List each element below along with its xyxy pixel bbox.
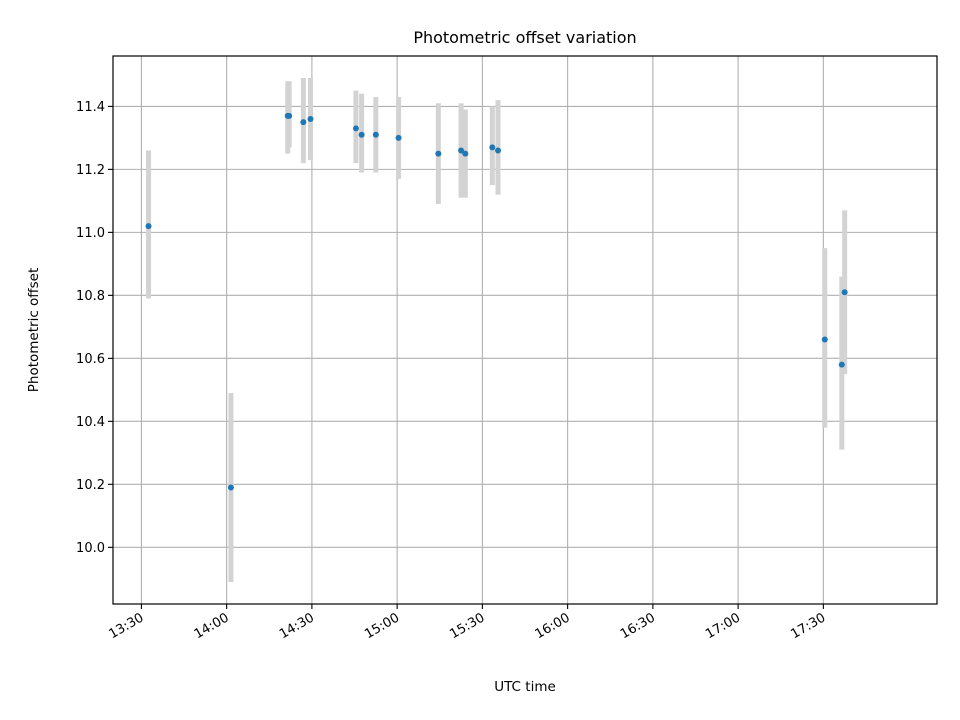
y-tick-label: 11.4 [76,100,105,115]
data-point [352,125,359,132]
y-tick-label: 10.6 [76,352,105,367]
data-point [435,150,442,157]
y-axis-ticks: 10.0 10.2 10.4 10.6 10.8 11.0 11.2 11.4 [76,100,113,556]
plot-area-background [113,56,937,604]
data-point [300,119,307,126]
data-point [358,131,365,138]
data-point [495,147,502,154]
chart-title: Photometric offset variation [413,28,636,47]
data-point [145,223,152,230]
y-tick-label: 10.8 [76,289,105,304]
data-point [307,115,314,122]
plot-frame [112,55,938,605]
y-tick-label: 10.2 [76,478,105,493]
data-points [145,112,848,491]
y-tick-label: 10.4 [76,415,105,430]
data-point [841,289,848,296]
y-axis-label: Photometric offset [26,268,42,392]
y-tick-label: 10.0 [76,541,105,556]
x-axis-label: UTC time [494,679,556,695]
data-point [821,336,828,343]
data-point [372,131,379,138]
data-point [395,134,402,141]
y-tick-label: 11.0 [76,226,105,241]
data-point [227,484,234,491]
data-point [458,147,465,154]
data-point [838,361,845,368]
y-tick-label: 11.2 [76,163,105,178]
data-point [489,144,496,151]
data-point [462,150,469,157]
data-point [286,112,293,119]
